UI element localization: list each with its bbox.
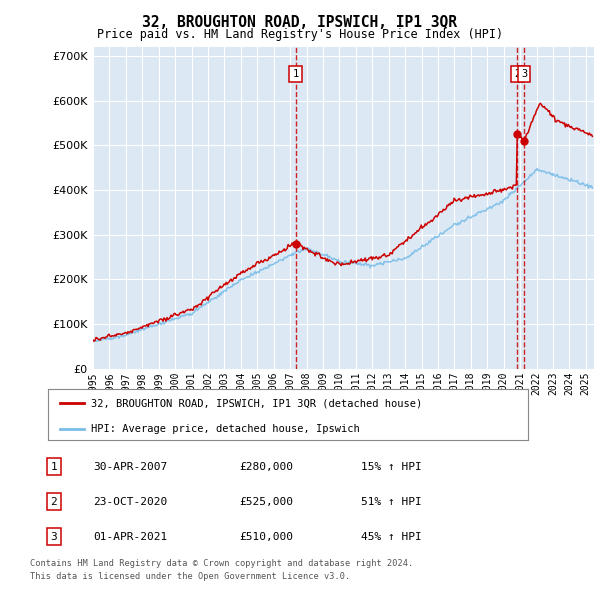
- Text: 51% ↑ HPI: 51% ↑ HPI: [361, 497, 422, 507]
- Text: 3: 3: [50, 532, 57, 542]
- Text: 01-APR-2021: 01-APR-2021: [94, 532, 168, 542]
- Text: £280,000: £280,000: [240, 462, 294, 471]
- Text: 2: 2: [514, 69, 520, 79]
- Text: 1: 1: [292, 69, 299, 79]
- Text: 3: 3: [521, 69, 527, 79]
- Text: 30-APR-2007: 30-APR-2007: [94, 462, 168, 471]
- Text: 32, BROUGHTON ROAD, IPSWICH, IP1 3QR (detached house): 32, BROUGHTON ROAD, IPSWICH, IP1 3QR (de…: [91, 398, 422, 408]
- Text: Contains HM Land Registry data © Crown copyright and database right 2024.: Contains HM Land Registry data © Crown c…: [30, 559, 413, 568]
- Text: £525,000: £525,000: [240, 497, 294, 507]
- Text: 2: 2: [50, 497, 57, 507]
- Text: HPI: Average price, detached house, Ipswich: HPI: Average price, detached house, Ipsw…: [91, 424, 360, 434]
- Text: 15% ↑ HPI: 15% ↑ HPI: [361, 462, 422, 471]
- Text: This data is licensed under the Open Government Licence v3.0.: This data is licensed under the Open Gov…: [30, 572, 350, 581]
- Text: 32, BROUGHTON ROAD, IPSWICH, IP1 3QR: 32, BROUGHTON ROAD, IPSWICH, IP1 3QR: [143, 15, 458, 30]
- Text: 23-OCT-2020: 23-OCT-2020: [94, 497, 168, 507]
- Text: 1: 1: [50, 462, 57, 471]
- Text: £510,000: £510,000: [240, 532, 294, 542]
- Text: 45% ↑ HPI: 45% ↑ HPI: [361, 532, 422, 542]
- Text: Price paid vs. HM Land Registry's House Price Index (HPI): Price paid vs. HM Land Registry's House …: [97, 28, 503, 41]
